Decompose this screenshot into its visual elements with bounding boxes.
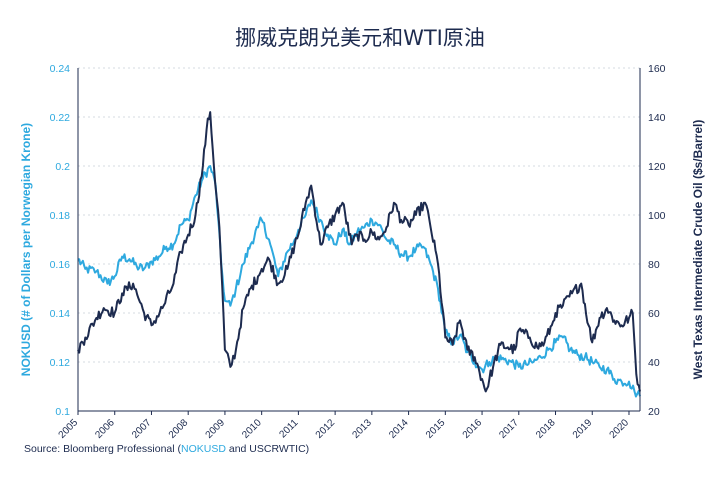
x-tick-label: 2011 xyxy=(278,417,301,440)
left-tick-label: 0.18 xyxy=(50,210,71,222)
left-tick-label: 0.12 xyxy=(50,357,71,369)
right-tick-label: 40 xyxy=(648,357,660,369)
series-line-nokusd xyxy=(77,165,641,398)
series-layer xyxy=(77,111,641,398)
source-note: Source: Bloomberg Professional (NOKUSD a… xyxy=(24,443,309,455)
x-tick-label: 2008 xyxy=(167,417,191,441)
left-axis-label: NOKUSD (# of Dollars per Norwegian Krone… xyxy=(19,123,33,376)
x-tick-label: 2010 xyxy=(240,417,264,441)
right-axis-label: West Texas Intermediate Crude Oil ($s/Ba… xyxy=(691,120,705,380)
x-tick-label: 2018 xyxy=(534,417,558,441)
x-tick-label: 2015 xyxy=(424,417,448,441)
right-tick-label: 120 xyxy=(648,161,666,173)
left-tick-label: 0.14 xyxy=(50,308,71,320)
right-tick-label: 160 xyxy=(648,63,666,75)
right-tick-label: 100 xyxy=(648,210,666,222)
left-tick-label: 0.1 xyxy=(55,406,70,418)
x-tick-label: 2020 xyxy=(608,417,632,441)
x-tick-label: 2017 xyxy=(497,417,521,441)
x-tick-label: 2009 xyxy=(204,417,228,441)
left-tick-label: 0.16 xyxy=(50,259,71,271)
x-tick-label: 2006 xyxy=(93,417,117,441)
left-tick-label: 0.2 xyxy=(55,161,70,173)
right-tick-label: 20 xyxy=(648,406,660,418)
left-tick-label: 0.24 xyxy=(50,63,71,75)
x-tick-label: 2007 xyxy=(130,417,154,441)
right-tick-label: 80 xyxy=(648,259,660,271)
source-suffix: and USCRWTIC) xyxy=(225,443,310,455)
x-tick-label: 2005 xyxy=(57,417,81,441)
series-line-uscrwtic xyxy=(77,111,641,393)
source-highlight: NOKUSD xyxy=(181,443,226,455)
x-tick-label: 2016 xyxy=(461,417,485,441)
x-tick-label: 2014 xyxy=(387,417,411,441)
source-prefix: Source: Bloomberg Professional ( xyxy=(24,443,181,455)
axes: 0.1 20 0.12 40 0.14 60 0.16 80 0.18 100 0.2 120 0.22… xyxy=(50,63,666,441)
right-tick-label: 60 xyxy=(648,308,660,320)
x-tick-label: 2019 xyxy=(571,417,595,441)
grid-lines xyxy=(78,67,640,363)
chart-title: 挪威克朗兑美元和WTI原油 xyxy=(235,26,485,50)
right-tick-label: 140 xyxy=(648,112,666,124)
x-tick-label: 2013 xyxy=(350,417,374,441)
x-tick-label: 2012 xyxy=(314,417,338,441)
left-tick-label: 0.22 xyxy=(50,112,71,124)
